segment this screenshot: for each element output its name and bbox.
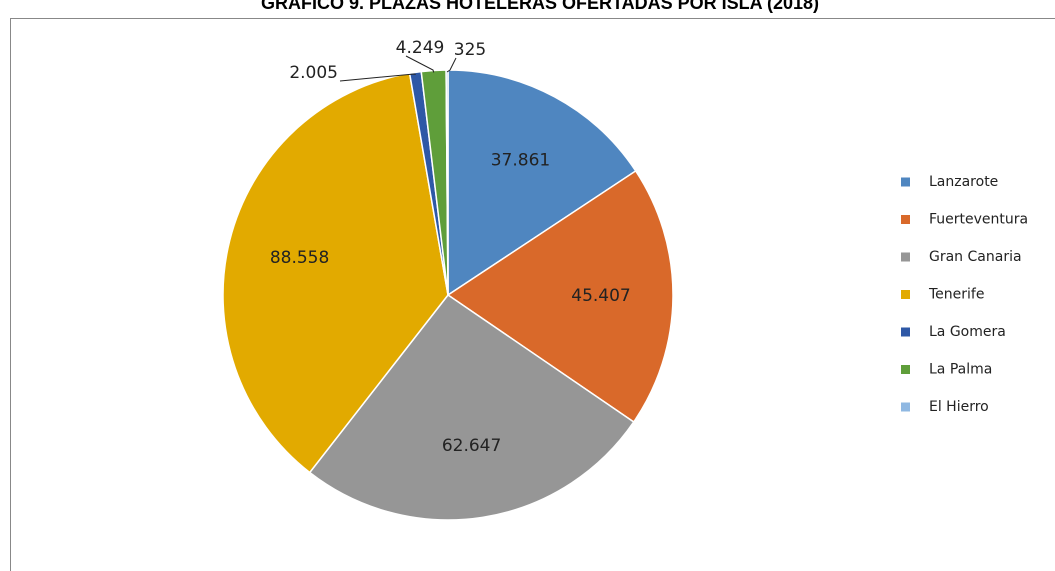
leader-line — [339, 73, 416, 82]
legend-swatch — [901, 327, 910, 337]
legend-label: El Hierro — [929, 399, 989, 415]
legend-swatch — [901, 177, 910, 187]
legend-label: La Palma — [929, 362, 992, 378]
data-label: 4.249 — [396, 38, 445, 58]
data-label: 37.861 — [491, 150, 550, 170]
legend-swatch — [901, 290, 910, 299]
chart-title: GRÁFICO 9. PLAZAS HOTELERAS OFERTADAS PO… — [261, 0, 819, 13]
pie-slice — [445, 69, 449, 296]
pie-slice — [446, 169, 674, 424]
data-label: 325 — [454, 40, 486, 60]
data-label: 2.005 — [289, 63, 338, 83]
legend-swatch — [901, 252, 910, 262]
legend-label: La Gomera — [929, 324, 1006, 340]
legend-swatch — [901, 402, 910, 412]
leader-line — [446, 57, 457, 73]
leader-line — [405, 55, 435, 73]
legend-swatch — [901, 365, 910, 374]
data-label: 45.407 — [571, 286, 630, 306]
pie-slice — [222, 72, 449, 474]
data-label: 62.647 — [442, 436, 501, 456]
legend-label: Fuerteventura — [929, 212, 1028, 228]
legend-label: Lanzarote — [929, 174, 998, 190]
pie-slice — [447, 69, 637, 297]
legend-label: Gran Canaria — [929, 249, 1022, 265]
legend-label: Tenerife — [928, 287, 984, 303]
pie-slice — [308, 293, 635, 521]
data-label: 88.558 — [270, 248, 329, 268]
legend-swatch — [901, 215, 910, 224]
